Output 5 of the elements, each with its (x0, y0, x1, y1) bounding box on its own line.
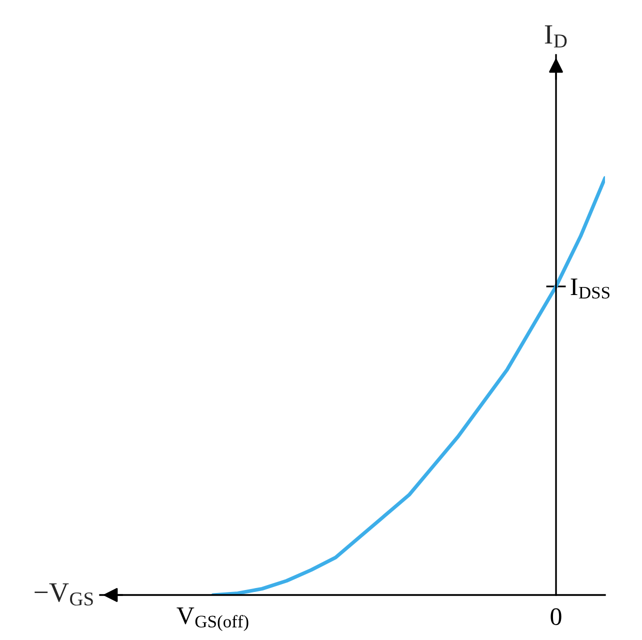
y-axis-title: I$_{D}$ (544, 25, 567, 48)
annotation: I$_{DSS}$ (570, 278, 610, 299)
x-tick-label: V$_{GS(off)}$ (176, 608, 248, 632)
x-axis-title: −V$_{GS}$ (34, 583, 93, 606)
x-tick-label: 0 (550, 608, 562, 626)
